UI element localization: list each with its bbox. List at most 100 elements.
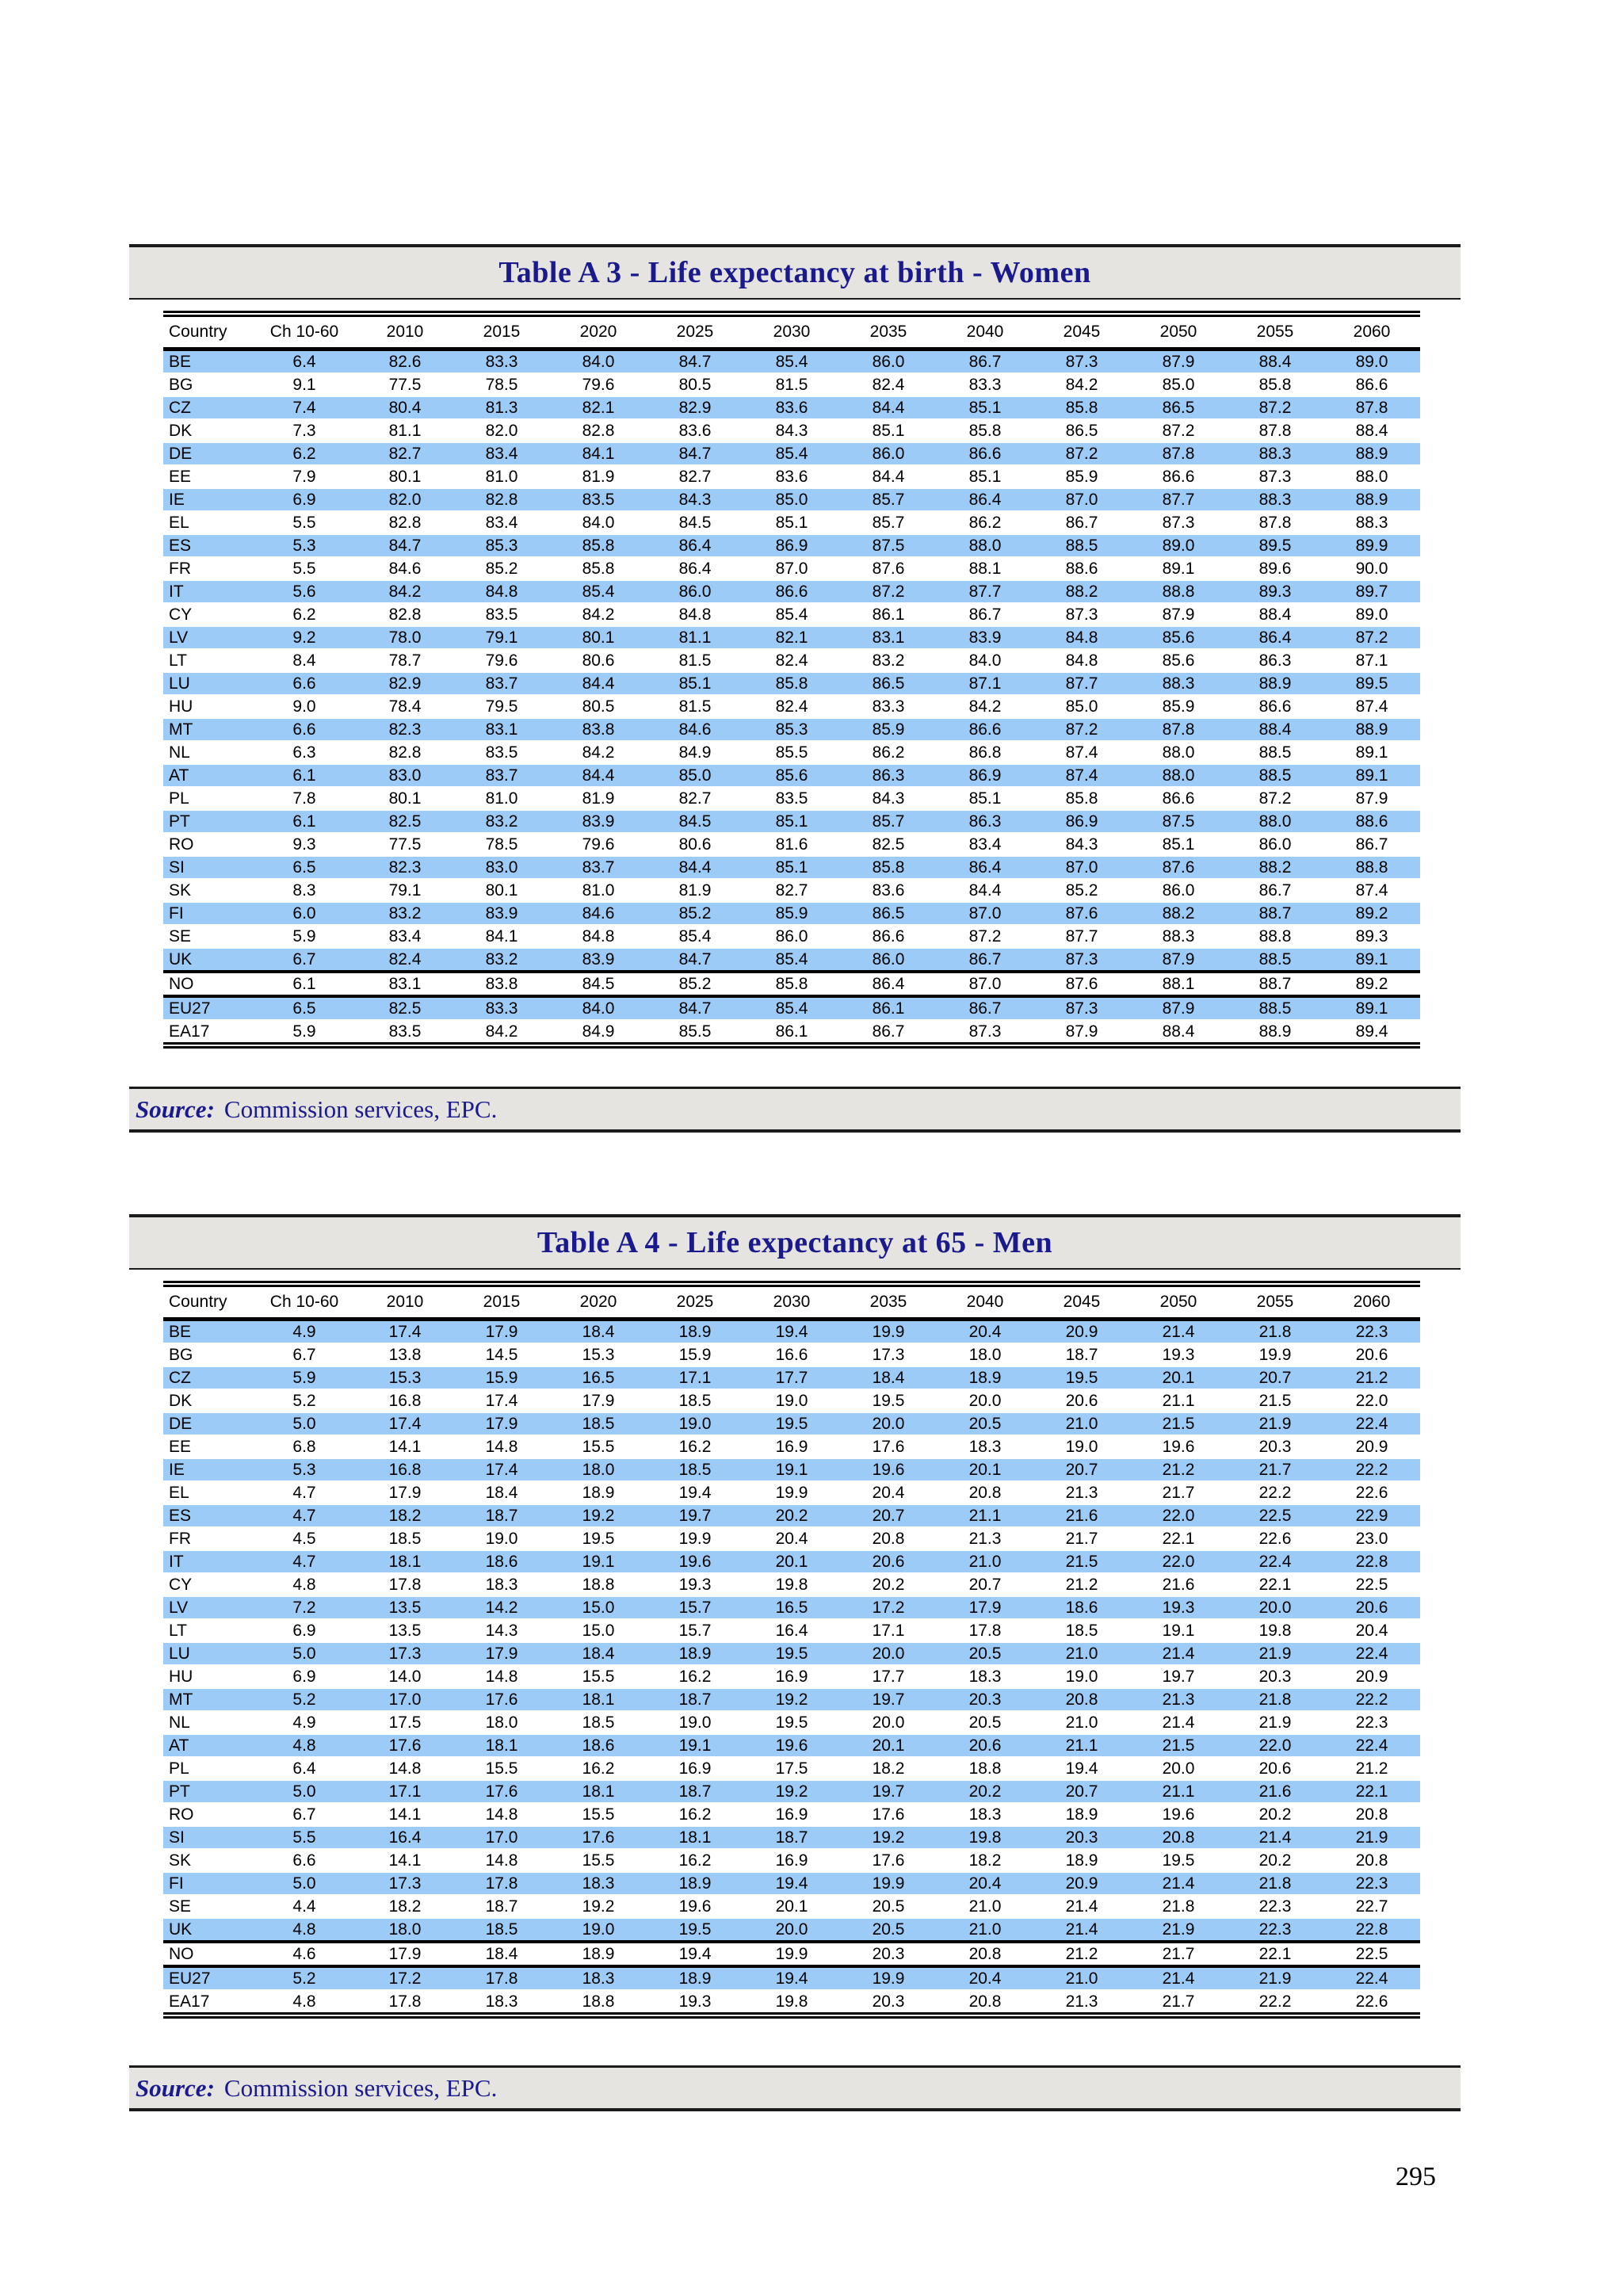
value-cell: 83.5 [357, 1020, 453, 1046]
country-cell: SK [163, 1849, 252, 1873]
country-cell: DK [163, 1389, 252, 1413]
header-row: Country Ch 10-60 2010 2015 2020 2025 2030 2035 2… [163, 1284, 1420, 1321]
value-cell: 16.9 [743, 1435, 840, 1459]
value-cell: 15.5 [550, 1665, 647, 1689]
value-cell: 85.9 [1033, 465, 1130, 489]
value-cell: 20.6 [1323, 1343, 1420, 1367]
value-cell: 18.4 [453, 1481, 550, 1505]
value-cell: 19.3 [647, 1990, 743, 2016]
value-cell: 19.5 [647, 1918, 743, 1943]
table-a4-section: Table A 4 - Life expectancy at 65 - Men … [129, 1214, 1461, 2111]
value-cell: 6.2 [252, 603, 357, 627]
value-cell: 82.3 [357, 856, 453, 880]
value-cell: 22.1 [1227, 1573, 1323, 1597]
table-row: DK 7.3 81.1 82.0 82.8 83.6 84.3 85.1 85.8 86.5 87.… [163, 419, 1420, 443]
value-cell: 18.9 [647, 1319, 743, 1344]
value-cell: 83.6 [647, 419, 743, 443]
value-cell: 18.5 [647, 1458, 743, 1482]
value-cell: 21.5 [1227, 1389, 1323, 1413]
value-cell: 81.0 [550, 879, 647, 903]
value-cell: 89.1 [1323, 741, 1420, 765]
value-cell: 18.7 [453, 1895, 550, 1919]
value-cell: 5.2 [252, 1389, 357, 1413]
value-cell: 6.8 [252, 1435, 357, 1459]
value-cell: 16.9 [743, 1665, 840, 1689]
value-cell: 86.6 [1130, 787, 1227, 811]
value-cell: 84.4 [840, 465, 937, 489]
value-cell: 21.3 [1033, 1481, 1130, 1505]
value-cell: 81.9 [647, 879, 743, 903]
value-cell: 19.0 [453, 1527, 550, 1551]
country-cell: LU [163, 1642, 252, 1666]
value-cell: 84.0 [550, 511, 647, 535]
country-cell: LU [163, 672, 252, 696]
value-cell: 18.8 [550, 1990, 647, 2016]
value-cell: 87.7 [1033, 925, 1130, 949]
value-cell: 82.7 [647, 465, 743, 489]
value-cell: 14.5 [453, 1343, 550, 1367]
value-cell: 21.3 [1033, 1990, 1130, 2016]
value-cell: 88.8 [1227, 925, 1323, 949]
value-cell: 18.3 [453, 1573, 550, 1597]
table-row: EU27 5.2 17.2 17.8 18.3 18.9 19.4 19.9 20.4 21.0 2… [163, 1966, 1420, 1991]
source-text: Commission services, EPC. [223, 2073, 498, 2102]
value-cell: 21.1 [937, 1504, 1033, 1528]
value-cell: 88.3 [1227, 488, 1323, 512]
value-cell: 86.7 [1323, 833, 1420, 857]
value-cell: 20.2 [1227, 1803, 1323, 1827]
table-row: LT 6.9 13.5 14.3 15.0 15.7 16.4 17.1 17.8 18.5 19.… [163, 1619, 1420, 1643]
value-cell: 83.4 [937, 833, 1033, 857]
table-row: RO 9.3 77.5 78.5 79.6 80.6 81.6 82.5 83.4 84.3 85.… [163, 833, 1420, 857]
country-cell: RO [163, 1803, 252, 1827]
value-cell: 18.2 [357, 1895, 453, 1919]
value-cell: 83.3 [453, 349, 550, 374]
country-cell: FI [163, 1872, 252, 1896]
value-cell: 16.2 [647, 1435, 743, 1459]
value-cell: 17.9 [357, 1942, 453, 1968]
country-cell: PT [163, 810, 252, 834]
value-cell: 21.0 [1033, 1412, 1130, 1436]
value-cell: 5.0 [252, 1412, 357, 1436]
value-cell: 84.4 [937, 879, 1033, 903]
value-cell: 86.0 [840, 948, 937, 973]
value-cell: 85.1 [937, 396, 1033, 420]
value-cell: 88.4 [1130, 1020, 1227, 1046]
column-header: 2045 [1033, 314, 1130, 351]
value-cell: 22.1 [1130, 1527, 1227, 1551]
value-cell: 86.6 [1130, 465, 1227, 489]
country-cell: NO [163, 972, 252, 998]
value-cell: 83.7 [453, 672, 550, 696]
value-cell: 22.6 [1323, 1481, 1420, 1505]
value-cell: 83.1 [453, 718, 550, 742]
value-cell: 6.1 [252, 764, 357, 788]
value-cell: 13.5 [357, 1619, 453, 1643]
value-cell: 18.8 [937, 1757, 1033, 1781]
value-cell: 4.7 [252, 1550, 357, 1574]
value-cell: 19.5 [743, 1642, 840, 1666]
value-cell: 86.0 [743, 925, 840, 949]
value-cell: 19.5 [743, 1711, 840, 1735]
value-cell: 85.5 [647, 1020, 743, 1046]
value-cell: 88.7 [1227, 972, 1323, 998]
value-cell: 18.1 [550, 1688, 647, 1712]
value-cell: 85.8 [937, 419, 1033, 443]
value-cell: 21.0 [1033, 1711, 1130, 1735]
value-cell: 23.0 [1323, 1527, 1420, 1551]
value-cell: 5.0 [252, 1780, 357, 1804]
country-cell: EE [163, 1435, 252, 1459]
value-cell: 83.6 [743, 396, 840, 420]
value-cell: 83.2 [357, 902, 453, 926]
table-row: DE 5.0 17.4 17.9 18.5 19.0 19.5 20.0 20.5 21.0 21.… [163, 1412, 1420, 1436]
country-cell: ES [163, 534, 252, 558]
value-cell: 81.0 [453, 465, 550, 489]
country-cell: ES [163, 1504, 252, 1528]
value-cell: 79.5 [453, 695, 550, 719]
value-cell: 86.0 [840, 442, 937, 466]
value-cell: 20.6 [1227, 1757, 1323, 1781]
value-cell: 82.7 [357, 442, 453, 466]
value-cell: 19.4 [743, 1966, 840, 1991]
table-a3: Country Ch 10-60 2010 2015 2020 2025 2030 2035 2… [163, 311, 1420, 1049]
value-cell: 21.9 [1323, 1826, 1420, 1850]
value-cell: 87.7 [1033, 672, 1130, 696]
